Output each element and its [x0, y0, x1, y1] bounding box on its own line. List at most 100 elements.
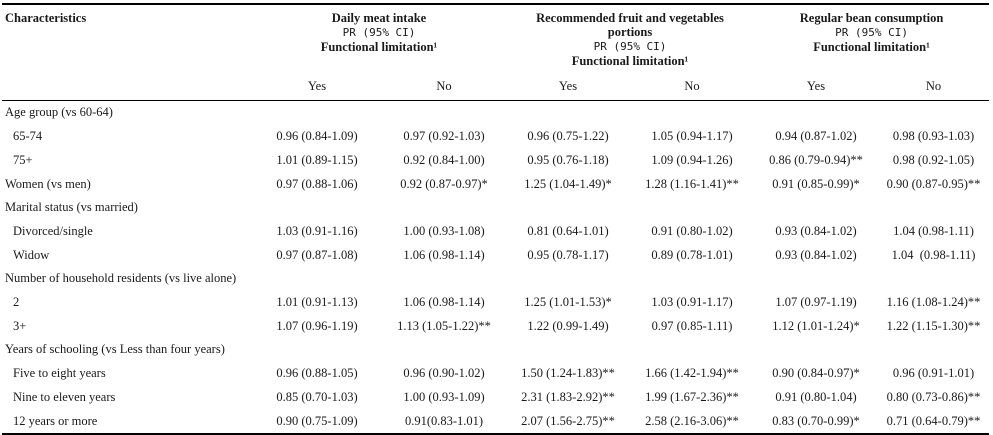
section-label: Age group (vs 60-64) [5, 105, 113, 119]
table-cell: 1.12 (1.01-1.24)* [772, 318, 860, 333]
section-label: Marital status (vs married) [5, 200, 138, 214]
table-row: Nine to eleven years 0.85 (0.70-1.03) 1.… [2, 385, 989, 409]
group-pr: PR (95% CI) [342, 26, 416, 39]
table-cell: 0.90 (0.75-1.09) [252, 409, 382, 435]
table-row: 75+ 1.01 (0.89-1.15) 0.92 (0.84-1.00) 0.… [2, 148, 989, 172]
table-cell: 0.97 (0.92-1.03) [403, 128, 485, 143]
table-cell: 0.89 (0.78-1.01) [651, 247, 733, 262]
table-cell: 0.80 (0.73-0.86)** [886, 389, 981, 404]
group-title: Recommended fruit and vegetables portion… [536, 11, 724, 39]
table-cell: 0.93 (0.84-1.02) [775, 223, 857, 238]
table-cell: 0.97 (0.85-1.11) [651, 318, 733, 333]
group-title: Regular bean consumption [799, 11, 944, 25]
characteristics-header: Characteristics [2, 3, 252, 72]
table-cell: 1.28 (1.16-1.41)** [645, 176, 739, 191]
table-cell: 1.06 (0.98-1.14) [403, 247, 485, 262]
table-cell: 2.31 (1.83-2.92)** [521, 389, 615, 404]
table-row: Five to eight years 0.96 (0.88-1.05) 0.9… [2, 361, 989, 385]
table-row: Divorced/single 1.03 (0.91-1.16) 1.00 (0… [2, 219, 989, 243]
prevalence-ratio-table: Characteristics Daily meat intake PR (95… [2, 3, 990, 435]
table-cell: 1.25 (1.04-1.49)* [524, 176, 612, 191]
table-cell: 0.93 (0.84-1.02) [775, 247, 857, 262]
table-cell: 0.96 (0.90-1.02) [403, 365, 485, 380]
section-label: Years of schooling (vs Less than four ye… [5, 342, 225, 356]
table-row: 65-74 0.96 (0.84-1.09) 0.97 (0.92-1.03) … [2, 124, 989, 148]
table-row: 2 1.01 (0.91-1.13) 1.06 (0.98-1.14) 1.25… [2, 290, 989, 314]
table-cell: 1.03 (0.91-1.17) [651, 294, 733, 309]
table-cell: 1.01 (0.89-1.15) [276, 152, 358, 167]
table-cell: 1.03 (0.91-1.16) [276, 223, 358, 238]
table-cell: 1.00 (0.93-1.08) [403, 223, 485, 238]
row-label: 2 [13, 294, 20, 309]
table-cell: 0.91 (0.80-1.04) [775, 389, 857, 404]
table-cell: 0.96 (0.88-1.05) [276, 365, 358, 380]
table-cell: 1.25 (1.01-1.53)* [524, 294, 612, 309]
table-row: 12 years or more 0.90 (0.75-1.09) 0.91(0… [2, 409, 990, 435]
table-cell: 1.00 (0.93-1.09) [403, 389, 485, 404]
table-cell: 0.86 (0.79-0.94)** [769, 152, 863, 167]
table-cell: 0.92 (0.84-1.00) [403, 152, 485, 167]
table-row: 3+ 1.07 (0.96-1.19) 1.13 (1.05-1.22)** 1… [2, 314, 989, 338]
table-cell: 1.16 (1.08-1.24)** [886, 294, 981, 309]
row-label: Women (vs men) [5, 176, 91, 191]
table-cell: 1.01 (0.91-1.13) [276, 294, 358, 309]
no-header: No [382, 72, 507, 101]
header-row: Characteristics Daily meat intake PR (95… [2, 3, 990, 72]
table-cell: 0.90 (0.87-0.95)** [886, 176, 981, 191]
row-label: Nine to eleven years [13, 389, 116, 404]
section-label: Number of household residents (vs live a… [5, 271, 237, 285]
table-cell: 1.04 (0.98-1.11) [891, 247, 976, 262]
yes-no-row: Yes No Yes No Yes No [2, 72, 990, 101]
table-cell: 0.96 (0.91-1.01) [892, 365, 975, 380]
table-cell: 1.05 (0.94-1.17) [651, 128, 733, 143]
group-header-meat: Daily meat intake PR (95% CI) Functional… [252, 3, 507, 72]
table-cell: 1.06 (0.98-1.14) [403, 294, 485, 309]
group-pr: PR (95% CI) [593, 40, 667, 53]
table-cell: 0.98 (0.93-1.03) [892, 128, 975, 143]
table-cell: 1.07 (0.97-1.19) [775, 294, 857, 309]
table-cell: 0.95 (0.78-1.17) [527, 247, 609, 262]
empty-header-cell [2, 72, 252, 101]
table-cell: 0.91 (0.80-1.02) [651, 223, 733, 238]
table-cell: 1.22 (1.15-1.30)** [886, 318, 981, 333]
table-cell: 0.91 (0.85-0.99)* [772, 176, 860, 191]
section-row-age: Age group (vs 60-64) [2, 101, 989, 125]
table-cell: 0.94 (0.87-1.02) [775, 128, 857, 143]
section-row-schooling: Years of schooling (vs Less than four ye… [2, 338, 989, 361]
table-cell: 1.04 (0.98-1.11) [893, 223, 974, 238]
table-cell: 0.81 (0.64-1.01) [527, 223, 609, 238]
table-cell: 0.96 (0.84-1.09) [276, 128, 358, 143]
table-cell: 0.83 (0.70-0.99)* [754, 409, 879, 435]
table-cell: 0.71 (0.64-0.79)** [878, 409, 990, 435]
no-header: No [878, 72, 990, 101]
row-label: 12 years or more [2, 409, 252, 435]
group-title: Daily meat intake [331, 11, 427, 25]
table-cell: 1.22 (0.99-1.49) [527, 318, 609, 333]
results-table-container: Characteristics Daily meat intake PR (95… [2, 3, 990, 435]
table-cell: 0.97 (0.87-1.08) [276, 247, 358, 262]
table-cell: 1.13 (1.05-1.22)** [397, 318, 491, 333]
row-label: 3+ [13, 318, 27, 333]
group-limitation: Functional limitation¹ [813, 40, 930, 54]
table-cell: 0.97 (0.88-1.06) [276, 176, 358, 191]
table-cell: 0.92 (0.87-0.97)* [400, 176, 488, 191]
table-cell: 2.07 (1.56-2.75)** [506, 409, 631, 435]
yes-header: Yes [506, 72, 631, 101]
table-cell: 1.99 (1.67-2.36)** [645, 389, 739, 404]
row-label: 75+ [13, 152, 33, 167]
table-cell: 0.90 (0.84-0.97)* [772, 365, 860, 380]
table-cell: 1.09 (0.94-1.26) [651, 152, 733, 167]
row-label: Five to eight years [13, 365, 106, 380]
group-limitation: Functional limitation¹ [320, 40, 438, 54]
row-label: 65-74 [13, 128, 43, 143]
group-pr: PR (95% CI) [835, 26, 908, 39]
table-cell: 2.58 (2.16-3.06)** [630, 409, 755, 435]
group-header-bean: Regular bean consumption PR (95% CI) Fun… [754, 3, 990, 72]
table-row: Widow 0.97 (0.87-1.08) 1.06 (0.98-1.14) … [2, 243, 989, 267]
section-row-marital: Marital status (vs married) [2, 196, 989, 219]
table-row: Women (vs men) 0.97 (0.88-1.06) 0.92 (0.… [2, 172, 989, 196]
row-label: Divorced/single [13, 223, 93, 238]
table-cell: 0.98 (0.92-1.05) [892, 152, 975, 167]
table-cell: 1.66 (1.42-1.94)** [645, 365, 739, 380]
table-cell: 0.96 (0.75-1.22) [527, 128, 609, 143]
